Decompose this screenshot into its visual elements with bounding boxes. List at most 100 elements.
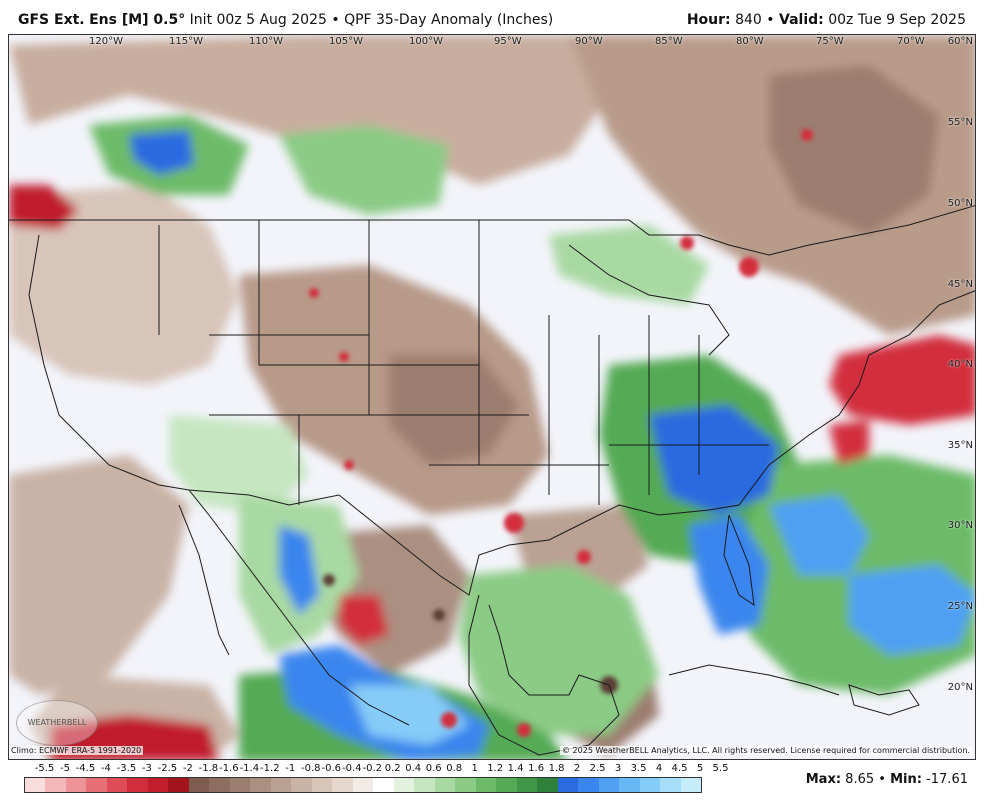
color-swatch — [598, 778, 620, 792]
color-swatch — [516, 778, 538, 792]
lon-label: 75°W — [816, 36, 844, 47]
color-swatch — [557, 778, 579, 792]
lon-label: 90°W — [575, 36, 603, 47]
color-scale-tick-label: 5.5 — [712, 763, 729, 774]
min-value: -17.61 — [926, 772, 968, 787]
color-scale-tick-label: -2 — [182, 763, 193, 774]
valid-label: Valid: — [779, 12, 824, 28]
anomaly-spots-layer — [309, 129, 813, 737]
color-swatch — [660, 778, 681, 792]
color-swatch — [578, 778, 599, 792]
lon-label: 80°W — [736, 36, 764, 47]
weatherbell-logo: WEATHERBELL — [16, 700, 98, 746]
color-swatch — [414, 778, 435, 792]
title-separator: • — [331, 12, 340, 28]
color-scale-tick-label: -4 — [100, 763, 111, 774]
color-swatch — [250, 778, 271, 792]
lat-label: 20°N — [947, 682, 973, 693]
valid-value: 00z Tue 9 Sep 2025 — [828, 12, 966, 28]
lat-label: 25°N — [947, 601, 973, 612]
color-swatch — [147, 778, 169, 792]
color-scale-tick-label: 5 — [696, 763, 704, 774]
copyright-note: © 2025 WeatherBELL Analytics, LLC. All r… — [560, 746, 972, 755]
color-scale-tick-label: 1.6 — [528, 763, 545, 774]
color-swatch — [311, 778, 333, 792]
color-swatch — [291, 778, 312, 792]
color-scale-tick-label: -1.4 — [239, 763, 260, 774]
color-swatch — [270, 778, 292, 792]
color-scale-tick-label: 1.8 — [548, 763, 565, 774]
map-title: GFS Ext. Ens [M] 0.5° Init 00z 5 Aug 202… — [18, 12, 553, 28]
anomaly-fill-layer — [9, 35, 975, 759]
color-scale-tick-label: -5.5 — [34, 763, 55, 774]
color-swatch — [332, 778, 353, 792]
color-swatch — [455, 778, 476, 792]
color-scale-tick-label: 3 — [614, 763, 622, 774]
lat-label: 30°N — [947, 520, 973, 531]
color-swatch — [127, 778, 148, 792]
climo-note: Climo: ECMWF ERA-5 1991-2020 — [9, 746, 144, 755]
color-scale-bar — [24, 777, 702, 793]
color-swatch — [619, 778, 640, 792]
color-swatch — [168, 778, 189, 792]
color-scale-labels: -5.5 -5 -4.5 -4 -3.5 -3 -2.5 -2 -1.8 -1.6 -1.4 -1.2… — [24, 763, 729, 777]
color-scale: -5.5 -5 -4.5 -4 -3.5 -3 -2.5 -2 -1.8 -1.6 -1.4 -1.2… — [24, 763, 729, 797]
anomaly-map[interactable]: 120°W 115°W 110°W 105°W 100°W 95°W 90°W … — [8, 34, 976, 760]
max-value: 8.65 — [845, 772, 875, 787]
color-scale-tick-label: -0.8 — [301, 763, 321, 774]
lat-label: 45°N — [947, 279, 973, 290]
hour-label: Hour: — [686, 12, 731, 28]
color-swatch — [188, 778, 210, 792]
precip-anomaly-field — [9, 35, 975, 759]
color-swatch — [393, 778, 415, 792]
lon-label: 100°W — [409, 36, 443, 47]
color-scale-tick-label: -0.2 — [362, 763, 382, 774]
color-scale-tick-label: 1.2 — [487, 763, 504, 774]
color-scale-tick-label: 0.8 — [446, 763, 463, 774]
color-swatch — [639, 778, 661, 792]
lon-label: 115°W — [169, 36, 203, 47]
model-name: GFS Ext. — [18, 12, 85, 28]
lon-label: 95°W — [494, 36, 522, 47]
color-swatch — [475, 778, 497, 792]
lon-label: 120°W — [89, 36, 123, 47]
ensemble-name: Ens [M] 0.5° — [89, 12, 186, 28]
color-swatch — [229, 778, 251, 792]
color-scale-tick-label: -3 — [141, 763, 152, 774]
color-swatch — [25, 778, 46, 792]
color-scale-tick-label: -2.5 — [157, 763, 178, 774]
color-swatch — [106, 778, 128, 792]
color-scale-tick-label: 1 — [471, 763, 478, 774]
color-swatch — [352, 778, 374, 792]
color-swatch — [434, 778, 456, 792]
color-swatch — [86, 778, 107, 792]
color-swatch — [373, 778, 394, 792]
boundaries-layer — [9, 205, 975, 756]
lon-label: 110°W — [249, 36, 283, 47]
color-swatch — [65, 778, 87, 792]
color-scale-tick-label: -5 — [59, 763, 70, 774]
min-label: Min: — [890, 772, 922, 787]
color-scale-tick-label: 4 — [655, 763, 663, 774]
header: GFS Ext. Ens [M] 0.5° Init 00z 5 Aug 202… — [0, 0, 984, 34]
color-scale-tick-label: -1.2 — [260, 763, 280, 774]
color-swatch — [209, 778, 230, 792]
color-scale-tick-label: 4.5 — [671, 763, 688, 774]
max-min-separator: • — [878, 772, 886, 787]
color-scale-tick-label: 0.4 — [405, 763, 422, 774]
lat-label: 35°N — [947, 440, 973, 451]
lat-label: 40°N — [947, 359, 973, 370]
lat-label: 50°N — [947, 198, 973, 209]
init-time: Init 00z 5 Aug 2025 — [189, 12, 327, 28]
color-scale-tick-label: 0.2 — [384, 763, 401, 774]
lon-label: 105°W — [329, 36, 363, 47]
color-scale-tick-label: -1.8 — [198, 763, 219, 774]
color-scale-tick-label: -4.5 — [75, 763, 96, 774]
color-scale-tick-label: 3.5 — [630, 763, 647, 774]
color-scale-tick-label: 1.4 — [507, 763, 524, 774]
lon-label: 85°W — [655, 36, 683, 47]
max-min-readout: Max: 8.65 • Min: -17.61 — [806, 772, 968, 787]
color-scale-tick-label: 2 — [573, 763, 581, 774]
color-scale-tick-label: -0.6 — [321, 763, 342, 774]
color-swatch — [496, 778, 517, 792]
